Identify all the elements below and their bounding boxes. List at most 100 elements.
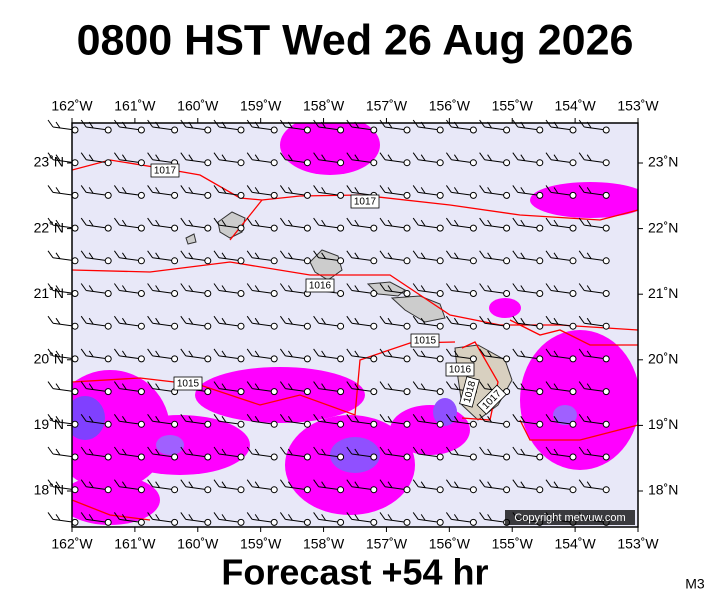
barb-shaft <box>185 290 208 294</box>
barb-shaft <box>218 453 242 458</box>
barb-shaft <box>584 388 607 393</box>
barb-feather <box>321 154 327 161</box>
barb-feather <box>246 446 253 455</box>
barb-feather <box>88 514 94 521</box>
barb-feather <box>420 481 426 488</box>
barb-shaft <box>384 290 408 294</box>
barb-feather <box>586 448 592 456</box>
barb-station <box>436 355 444 363</box>
barb-feather <box>80 217 87 226</box>
barb-feather <box>545 348 552 357</box>
barb-feather <box>445 283 452 291</box>
barb-station <box>436 159 444 167</box>
barb-station <box>137 126 145 134</box>
barb-station <box>71 420 79 428</box>
barb-feather <box>246 479 253 487</box>
barb-station <box>71 322 79 330</box>
lon-label-top: 157˚W <box>366 98 408 114</box>
isobar-label: 1015 <box>173 376 203 391</box>
lon-label-top: 153˚W <box>617 98 659 114</box>
barb-feather <box>512 479 519 487</box>
barb-station <box>469 257 477 265</box>
barb-station <box>337 322 345 330</box>
barb-station <box>137 355 145 363</box>
barb-shaft <box>119 486 142 491</box>
barb-station <box>370 453 378 461</box>
barb-feather <box>379 381 386 389</box>
barb-shaft <box>584 486 607 491</box>
barb-feather <box>354 514 360 521</box>
barb-feather <box>155 252 161 260</box>
barb-station <box>536 191 544 199</box>
barb-feather <box>55 514 61 521</box>
barb-feather <box>313 446 320 455</box>
barb-shaft <box>119 191 142 196</box>
barb-feather <box>213 479 220 487</box>
barb-shaft <box>484 518 507 523</box>
barb-feather <box>47 381 54 389</box>
barb-feather <box>113 250 120 259</box>
barb-feather <box>379 446 386 455</box>
barb-feather <box>254 416 260 423</box>
barb-station <box>104 290 112 297</box>
barb-feather <box>221 154 227 161</box>
barb-shaft <box>86 126 109 131</box>
barb-shaft <box>86 453 109 458</box>
barb-feather <box>213 152 220 160</box>
barb-station <box>469 191 477 199</box>
barb-feather <box>578 250 585 259</box>
barb-feather <box>287 285 293 292</box>
barb-feather <box>180 414 187 422</box>
barb-station <box>237 355 245 363</box>
barb-shaft <box>218 257 242 262</box>
barb-feather <box>453 514 459 521</box>
barb-feather <box>479 250 486 259</box>
barb-shaft <box>152 355 175 360</box>
barb-feather <box>479 446 486 455</box>
barb-station <box>503 322 511 330</box>
barb-feather <box>553 187 559 194</box>
barb-feather <box>453 416 459 423</box>
copyright: Copyright metvuw.com <box>514 512 625 524</box>
barb-feather <box>313 250 320 259</box>
barb-feather <box>55 285 61 292</box>
barb-feather <box>487 187 493 194</box>
barb-feather <box>412 414 419 422</box>
barb-feather <box>155 481 161 488</box>
isobar-label-box <box>459 376 480 408</box>
barb-station <box>370 290 378 297</box>
barb-feather <box>113 446 120 455</box>
barb-feather <box>321 514 327 521</box>
barb-shaft <box>418 322 441 327</box>
barb-feather <box>487 252 493 260</box>
barb-feather <box>147 315 154 324</box>
barb-station <box>137 420 145 428</box>
barb-station <box>204 453 212 461</box>
barb-feather <box>553 154 559 161</box>
barb-shaft <box>384 159 408 164</box>
barb-feather <box>155 383 161 390</box>
barb-feather <box>113 315 120 324</box>
barb-shaft <box>285 518 308 523</box>
barb-feather <box>147 512 154 520</box>
barb-station <box>403 159 411 167</box>
barb-station <box>469 518 477 526</box>
barb-station <box>71 126 79 134</box>
barb-feather <box>88 252 94 260</box>
barb-station <box>602 486 610 494</box>
barb-feather <box>346 479 353 487</box>
barb-shaft <box>584 453 607 458</box>
barb-shaft <box>550 355 574 360</box>
isobar-label: 1015 <box>410 333 440 348</box>
lon-label-top: 159˚W <box>240 98 282 114</box>
barb-feather <box>155 350 161 358</box>
barb-shaft <box>119 453 142 458</box>
isobar-label-box <box>305 278 335 293</box>
barb-station <box>270 420 278 428</box>
barb-shaft <box>584 159 607 164</box>
barb-feather <box>387 416 393 423</box>
barb-feather <box>180 479 187 487</box>
barb-station <box>270 191 278 199</box>
barb-shaft <box>351 224 374 229</box>
barb-shaft <box>119 290 142 294</box>
